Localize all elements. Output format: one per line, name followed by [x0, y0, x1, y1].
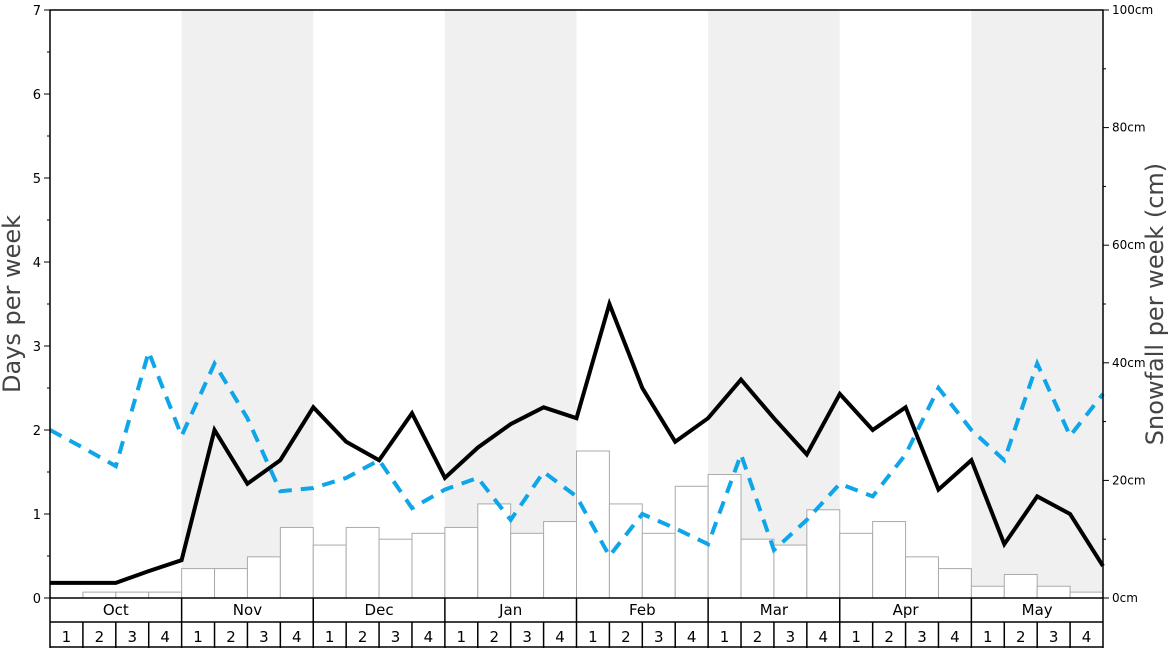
- week-label: 1: [851, 628, 861, 646]
- right-tick-label: 80cm: [1112, 121, 1146, 135]
- right-tick-label: 60cm: [1112, 238, 1146, 252]
- week-label: 2: [489, 628, 499, 646]
- week-label: 4: [160, 628, 170, 646]
- snowfall-bar: [872, 521, 907, 599]
- month-label-jan: Jan: [498, 601, 522, 619]
- week-label: 3: [917, 628, 927, 646]
- week-label: 3: [654, 628, 664, 646]
- right-axis-title: Snowfall per week (cm): [1141, 163, 1168, 445]
- month-band-jan: [444, 10, 577, 598]
- snowfall-bar: [411, 532, 446, 599]
- month-shading-bands: [181, 10, 1103, 598]
- week-label: 4: [555, 628, 565, 646]
- right-tick-label: 20cm: [1112, 473, 1146, 487]
- week-label: 4: [819, 628, 829, 646]
- snowfall-bar: [1036, 585, 1071, 599]
- left-tick-label: 4: [33, 256, 41, 271]
- snowfall-bar: [181, 568, 216, 599]
- snowfall-bar: [543, 521, 577, 599]
- right-tick-label: 40cm: [1112, 356, 1146, 370]
- week-label: 2: [358, 628, 368, 646]
- week-label: 3: [1049, 628, 1059, 646]
- snowfall-bar: [82, 591, 117, 599]
- left-tick-label: 5: [33, 172, 41, 187]
- week-label: 1: [193, 628, 203, 646]
- blue-dashed-line: [49, 345, 1105, 560]
- left-axis-title: Days per week: [0, 215, 26, 393]
- week-label: 2: [1016, 628, 1026, 646]
- week-label: 4: [1082, 628, 1092, 646]
- week-label: 1: [588, 628, 598, 646]
- left-tick-label: 7: [33, 4, 41, 19]
- left-tick-label: 0: [33, 592, 41, 607]
- left-tick-label: 1: [33, 508, 41, 523]
- snowfall-bar: [1003, 573, 1038, 599]
- week-label: 2: [753, 628, 763, 646]
- month-label-nov: Nov: [233, 601, 262, 619]
- right-axis-ticks: 0cm 20cm 40cm 60cm 80cm 100cm: [1103, 3, 1153, 605]
- month-label-apr: Apr: [893, 601, 920, 619]
- snowfall-bar: [905, 556, 939, 599]
- snowfall-bar: [115, 591, 150, 599]
- snowfall-bar: [806, 509, 841, 599]
- snowfall-bar: [214, 568, 248, 599]
- snowfall-bar: [839, 532, 874, 599]
- week-label: 1: [457, 628, 467, 646]
- week-label: 1: [62, 628, 72, 646]
- month-label-row: Oct Nov Dec Jan Feb Mar Apr May: [103, 598, 1053, 622]
- snowfall-bar: [312, 544, 347, 599]
- left-axis-ticks: 0 1 2 3 4 5 6 7: [33, 4, 50, 607]
- month-label-feb: Feb: [629, 601, 656, 619]
- right-tick-label: 100cm: [1112, 3, 1153, 17]
- snowfall-bar: [378, 538, 413, 599]
- month-label-mar: Mar: [760, 601, 789, 619]
- week-label: 3: [522, 628, 532, 646]
- snowfall-bar: [477, 503, 512, 599]
- snowfall-bar: [279, 526, 314, 599]
- week-label-row: 1 2 3 4 1 2 3 4 1 2 3 4 1 2 3 4 1 2 3 4 1 2 3 4 1 2 3 4 1 2 3 4: [62, 622, 1092, 648]
- snowfall-bar: [1069, 591, 1104, 599]
- snowfall-bar: [246, 556, 281, 599]
- week-label: 4: [687, 628, 697, 646]
- week-label: 3: [391, 628, 401, 646]
- week-label: 2: [95, 628, 105, 646]
- month-band-nov: [181, 10, 314, 598]
- right-tick-label: 0cm: [1112, 591, 1138, 605]
- left-tick-label: 2: [33, 424, 41, 439]
- snowfall-bar: [970, 585, 1005, 599]
- snowfall-bar: [707, 474, 742, 599]
- week-label: 4: [424, 628, 434, 646]
- month-label-dec: Dec: [365, 601, 394, 619]
- trend-lines: [49, 297, 1105, 585]
- left-tick-label: 3: [33, 340, 41, 355]
- left-tick-label: 6: [33, 88, 41, 103]
- week-label: 1: [325, 628, 335, 646]
- week-label: 4: [950, 628, 960, 646]
- snowfall-bar: [345, 526, 380, 599]
- snowfall-bar: [641, 532, 676, 599]
- week-label: 4: [292, 628, 302, 646]
- week-label: 2: [884, 628, 894, 646]
- month-band-may: [971, 10, 1103, 598]
- week-label: 3: [786, 628, 796, 646]
- snowfall-bar: [773, 544, 808, 599]
- week-label: 2: [621, 628, 631, 646]
- black-line: [50, 297, 1105, 585]
- week-label: 1: [983, 628, 993, 646]
- snowfall-bar: [937, 568, 972, 599]
- week-label: 3: [127, 628, 137, 646]
- month-label-oct: Oct: [103, 601, 129, 619]
- snowfall-bars: [82, 450, 1104, 599]
- snowfall-bar: [148, 591, 183, 599]
- week-label: 3: [259, 628, 269, 646]
- week-label: 2: [226, 628, 236, 646]
- month-label-may: May: [1022, 601, 1053, 619]
- snowfall-bar: [510, 532, 545, 599]
- snowfall-bar: [740, 538, 775, 599]
- week-label: 1: [720, 628, 730, 646]
- snowfall-bar: [444, 526, 479, 599]
